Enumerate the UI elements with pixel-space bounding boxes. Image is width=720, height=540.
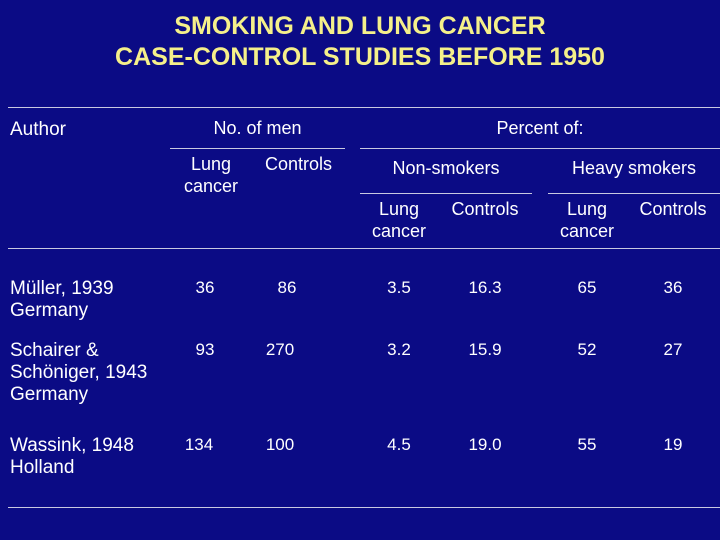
heavy-smokers-rule: [548, 193, 720, 194]
row-1-author-line1: Müller, 1939: [10, 278, 114, 299]
ns-controls-header: Controls: [451, 199, 519, 219]
row-2-ns-controls: 15.9: [468, 340, 502, 359]
row-3-hs-controls: 19: [663, 435, 683, 454]
row-1-hs-lung: 65: [577, 278, 597, 297]
row-2-author-line1: Schairer &: [10, 340, 99, 361]
men-lung-cancer-header: Lung cancer: [170, 153, 252, 197]
author-header: Author: [10, 119, 66, 140]
header-bottom-rule: [8, 248, 720, 249]
table-top-rule: [8, 107, 720, 108]
row-3-men-controls: 100: [265, 435, 295, 454]
heavy-smokers-header: Heavy smokers: [571, 158, 697, 178]
hs-controls-header: Controls: [639, 199, 707, 219]
men-controls-header: Controls: [264, 154, 333, 174]
hs-lung-line1: Lung: [566, 199, 608, 219]
row-2-author: Schairer & Schöniger, 1943 Germany: [10, 340, 147, 406]
row-2-men-controls: 270: [265, 340, 295, 359]
row-1-author: Müller, 1939 Germany: [10, 278, 114, 322]
title-line-1: SMOKING AND LUNG CANCER: [174, 12, 546, 40]
non-smokers-rule: [360, 193, 532, 194]
hs-lung-line2: cancer: [559, 221, 615, 241]
row-1-author-line2: Germany: [10, 300, 89, 321]
row-1-ns-controls: 16.3: [468, 278, 502, 297]
row-2-author-line2: Schöniger, 1943: [10, 362, 148, 383]
no-of-men-header: No. of men: [213, 118, 302, 138]
row-3-ns-lung: 4.5: [387, 435, 411, 454]
row-3-author: Wassink, 1948 Holland: [10, 435, 134, 479]
row-3-author-line2: Holland: [10, 457, 75, 478]
row-1-ns-lung: 3.5: [387, 278, 411, 297]
row-3-hs-lung: 55: [577, 435, 597, 454]
row-2-hs-lung: 52: [577, 340, 597, 359]
ns-lung-line1: Lung: [378, 199, 420, 219]
row-1-men-lung: 36: [195, 278, 215, 297]
men-lung-line1: Lung: [190, 154, 232, 174]
row-2-hs-controls: 27: [663, 340, 683, 359]
non-smokers-header: Non-smokers: [392, 158, 500, 178]
row-3-ns-controls: 19.0: [468, 435, 502, 454]
table-bottom-rule: [8, 507, 720, 508]
hs-lung-cancer-header: Lung cancer: [548, 198, 626, 242]
row-1-men-controls: 86: [277, 278, 297, 297]
row-2-ns-lung: 3.2: [387, 340, 411, 359]
ns-lung-line2: cancer: [371, 221, 427, 241]
percent-of-header: Percent of:: [496, 118, 584, 138]
row-2-author-line3: Germany: [10, 384, 89, 405]
title-line-2: CASE-CONTROL STUDIES BEFORE 1950: [115, 43, 605, 71]
row-1-hs-controls: 36: [663, 278, 683, 297]
ns-lung-cancer-header: Lung cancer: [360, 198, 438, 242]
no-of-men-rule: [170, 148, 345, 149]
percent-of-rule: [360, 148, 720, 149]
row-3-men-lung: 134: [184, 435, 214, 454]
men-lung-line2: cancer: [183, 176, 239, 196]
row-2-men-lung: 93: [195, 340, 215, 359]
row-3-author-line1: Wassink, 1948: [10, 435, 134, 456]
slide-title: SMOKING AND LUNG CANCER CASE-CONTROL STU…: [0, 11, 720, 73]
